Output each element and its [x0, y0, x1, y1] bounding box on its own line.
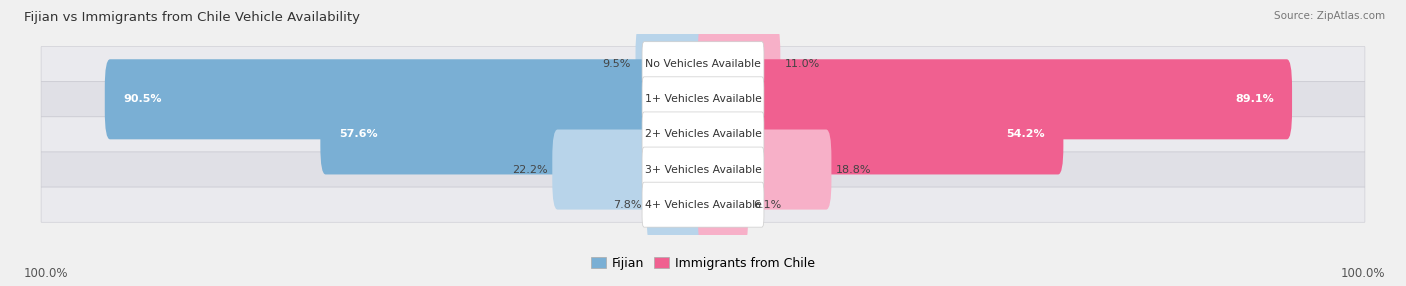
FancyBboxPatch shape: [697, 130, 831, 210]
Text: 18.8%: 18.8%: [837, 164, 872, 174]
Text: 100.0%: 100.0%: [24, 267, 69, 280]
Text: No Vehicles Available: No Vehicles Available: [645, 59, 761, 69]
Text: 9.5%: 9.5%: [603, 59, 631, 69]
FancyBboxPatch shape: [41, 117, 1365, 152]
Text: 100.0%: 100.0%: [1340, 267, 1385, 280]
FancyBboxPatch shape: [643, 147, 763, 192]
Text: 11.0%: 11.0%: [785, 59, 820, 69]
Text: 22.2%: 22.2%: [512, 164, 548, 174]
FancyBboxPatch shape: [643, 182, 763, 227]
FancyBboxPatch shape: [647, 165, 709, 245]
Text: 4+ Vehicles Available: 4+ Vehicles Available: [644, 200, 762, 210]
FancyBboxPatch shape: [41, 82, 1365, 117]
Legend: Fijian, Immigrants from Chile: Fijian, Immigrants from Chile: [588, 254, 818, 272]
Text: 89.1%: 89.1%: [1234, 94, 1274, 104]
FancyBboxPatch shape: [636, 24, 709, 104]
FancyBboxPatch shape: [321, 94, 709, 174]
FancyBboxPatch shape: [41, 47, 1365, 82]
FancyBboxPatch shape: [41, 152, 1365, 187]
Text: 3+ Vehicles Available: 3+ Vehicles Available: [644, 164, 762, 174]
Text: 7.8%: 7.8%: [613, 200, 643, 210]
Text: 54.2%: 54.2%: [1007, 130, 1045, 139]
FancyBboxPatch shape: [41, 187, 1365, 222]
FancyBboxPatch shape: [643, 77, 763, 122]
FancyBboxPatch shape: [643, 112, 763, 157]
FancyBboxPatch shape: [105, 59, 709, 139]
Text: 57.6%: 57.6%: [339, 130, 377, 139]
FancyBboxPatch shape: [697, 165, 748, 245]
FancyBboxPatch shape: [643, 42, 763, 87]
Text: Source: ZipAtlas.com: Source: ZipAtlas.com: [1274, 11, 1385, 21]
FancyBboxPatch shape: [697, 94, 1063, 174]
Text: Fijian vs Immigrants from Chile Vehicle Availability: Fijian vs Immigrants from Chile Vehicle …: [24, 11, 360, 24]
Text: 6.1%: 6.1%: [752, 200, 782, 210]
Text: 1+ Vehicles Available: 1+ Vehicles Available: [644, 94, 762, 104]
Text: 90.5%: 90.5%: [124, 94, 162, 104]
FancyBboxPatch shape: [697, 24, 780, 104]
FancyBboxPatch shape: [553, 130, 709, 210]
Text: 2+ Vehicles Available: 2+ Vehicles Available: [644, 130, 762, 139]
FancyBboxPatch shape: [697, 59, 1292, 139]
